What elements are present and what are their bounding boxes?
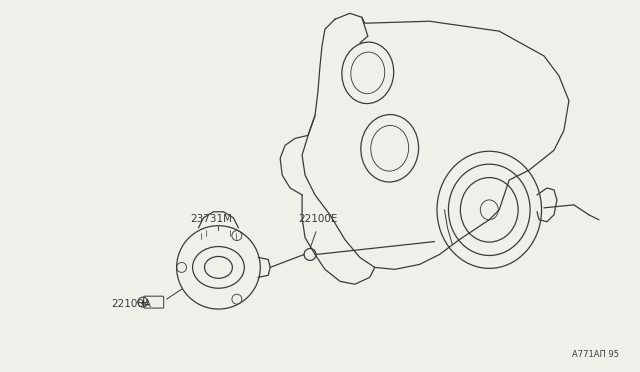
Text: 23731M: 23731M <box>191 214 232 224</box>
Text: A771AΠ 95: A771AΠ 95 <box>572 350 619 359</box>
Text: 22100E: 22100E <box>298 214 337 224</box>
Text: 22100A: 22100A <box>111 299 151 309</box>
